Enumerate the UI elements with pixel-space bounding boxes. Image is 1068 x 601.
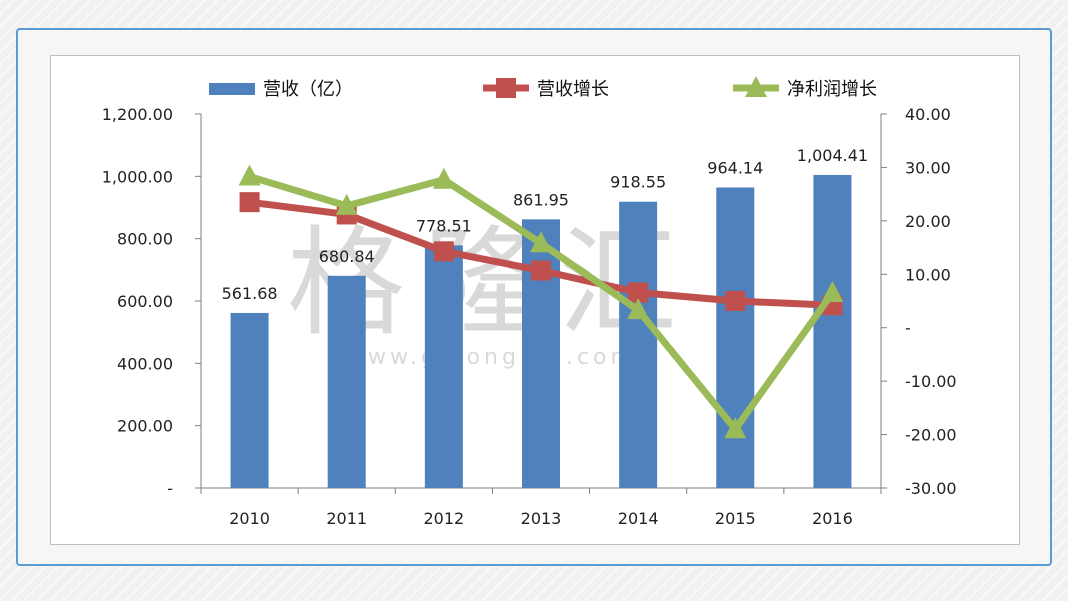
chart-panel: 格隆汇 www.gelonghui.com -200.00 400.00 600.00 8… [50, 55, 1020, 545]
bar-data-label: 561.68 [222, 284, 278, 303]
x-tick-label: 2015 [715, 509, 756, 528]
point-net-profit-growth [238, 164, 261, 186]
y-right-tick-label: 40.00 [905, 105, 951, 124]
point-net-profit-growth [724, 417, 747, 439]
bar-revenue [522, 219, 560, 488]
x-tick-label: 2013 [521, 509, 562, 528]
legend-swatch-revenue-growth-marker [496, 78, 516, 98]
bar-data-label: 918.55 [610, 173, 666, 192]
point-net-profit-growth [821, 280, 844, 302]
legend-label-revenue: 营收（亿） [263, 79, 353, 100]
x-tick-label: 2016 [812, 509, 853, 528]
y-right-tick-label: -20.00 [905, 426, 957, 445]
point-net-profit-growth [530, 231, 552, 253]
y-right-tick-label: 30.00 [905, 158, 951, 177]
y-left-tick-label: 800.00 [117, 230, 173, 249]
bar-data-label: 778.51 [416, 216, 472, 235]
bar-revenue [619, 201, 658, 489]
point-revenue-growth [239, 192, 260, 213]
bar-revenue [327, 275, 366, 488]
y-right-tick-label: -30.00 [905, 479, 957, 498]
watermark-url: www.gelonghui.com [346, 345, 636, 370]
x-tick-label: 2011 [326, 509, 367, 528]
y-left-tick-label: - [167, 479, 173, 498]
y-right-tick-label: 10.00 [905, 265, 951, 284]
legend-label-revenue-growth: 营收增长 [537, 79, 609, 100]
y-left-tick-label: 1,200.00 [102, 105, 173, 124]
legend-label-net-profit-growth: 净利润增长 [787, 79, 877, 100]
point-revenue-growth [433, 241, 454, 262]
x-tick-label: 2012 [423, 509, 464, 528]
point-revenue-growth [628, 282, 649, 303]
legend-swatch-revenue [209, 83, 255, 95]
point-net-profit-growth [432, 167, 455, 189]
y-left-tick-label: 1,000.00 [102, 167, 173, 186]
x-tick-label: 2014 [618, 509, 659, 528]
y-left-tick-label: 400.00 [117, 354, 173, 373]
bar-revenue [424, 245, 463, 488]
point-revenue-growth [725, 291, 746, 311]
legend-swatch-net-profit-growth-marker [745, 76, 767, 97]
bar-data-label: 1,004.41 [797, 146, 868, 165]
y-left-tick-label: 200.00 [117, 417, 173, 436]
bar-data-label: 680.84 [319, 247, 375, 266]
bar-revenue [230, 312, 269, 488]
y-left-tick-label: 600.00 [117, 292, 173, 311]
bar-data-label: 861.95 [513, 190, 569, 209]
y-right-tick-label: - [905, 319, 911, 338]
point-net-profit-growth [335, 193, 358, 215]
y-right-tick-label: -10.00 [905, 372, 957, 391]
point-revenue-growth [531, 260, 551, 281]
combo-chart: 格隆汇www.gelonghui.com-200.00400.00600.008… [102, 76, 957, 528]
bar-revenue [813, 174, 852, 488]
x-tick-label: 2010 [229, 509, 270, 528]
bar-revenue [716, 187, 755, 488]
point-net-profit-growth [627, 298, 650, 320]
bar-data-label: 964.14 [707, 159, 763, 178]
y-right-tick-label: 20.00 [905, 212, 951, 231]
